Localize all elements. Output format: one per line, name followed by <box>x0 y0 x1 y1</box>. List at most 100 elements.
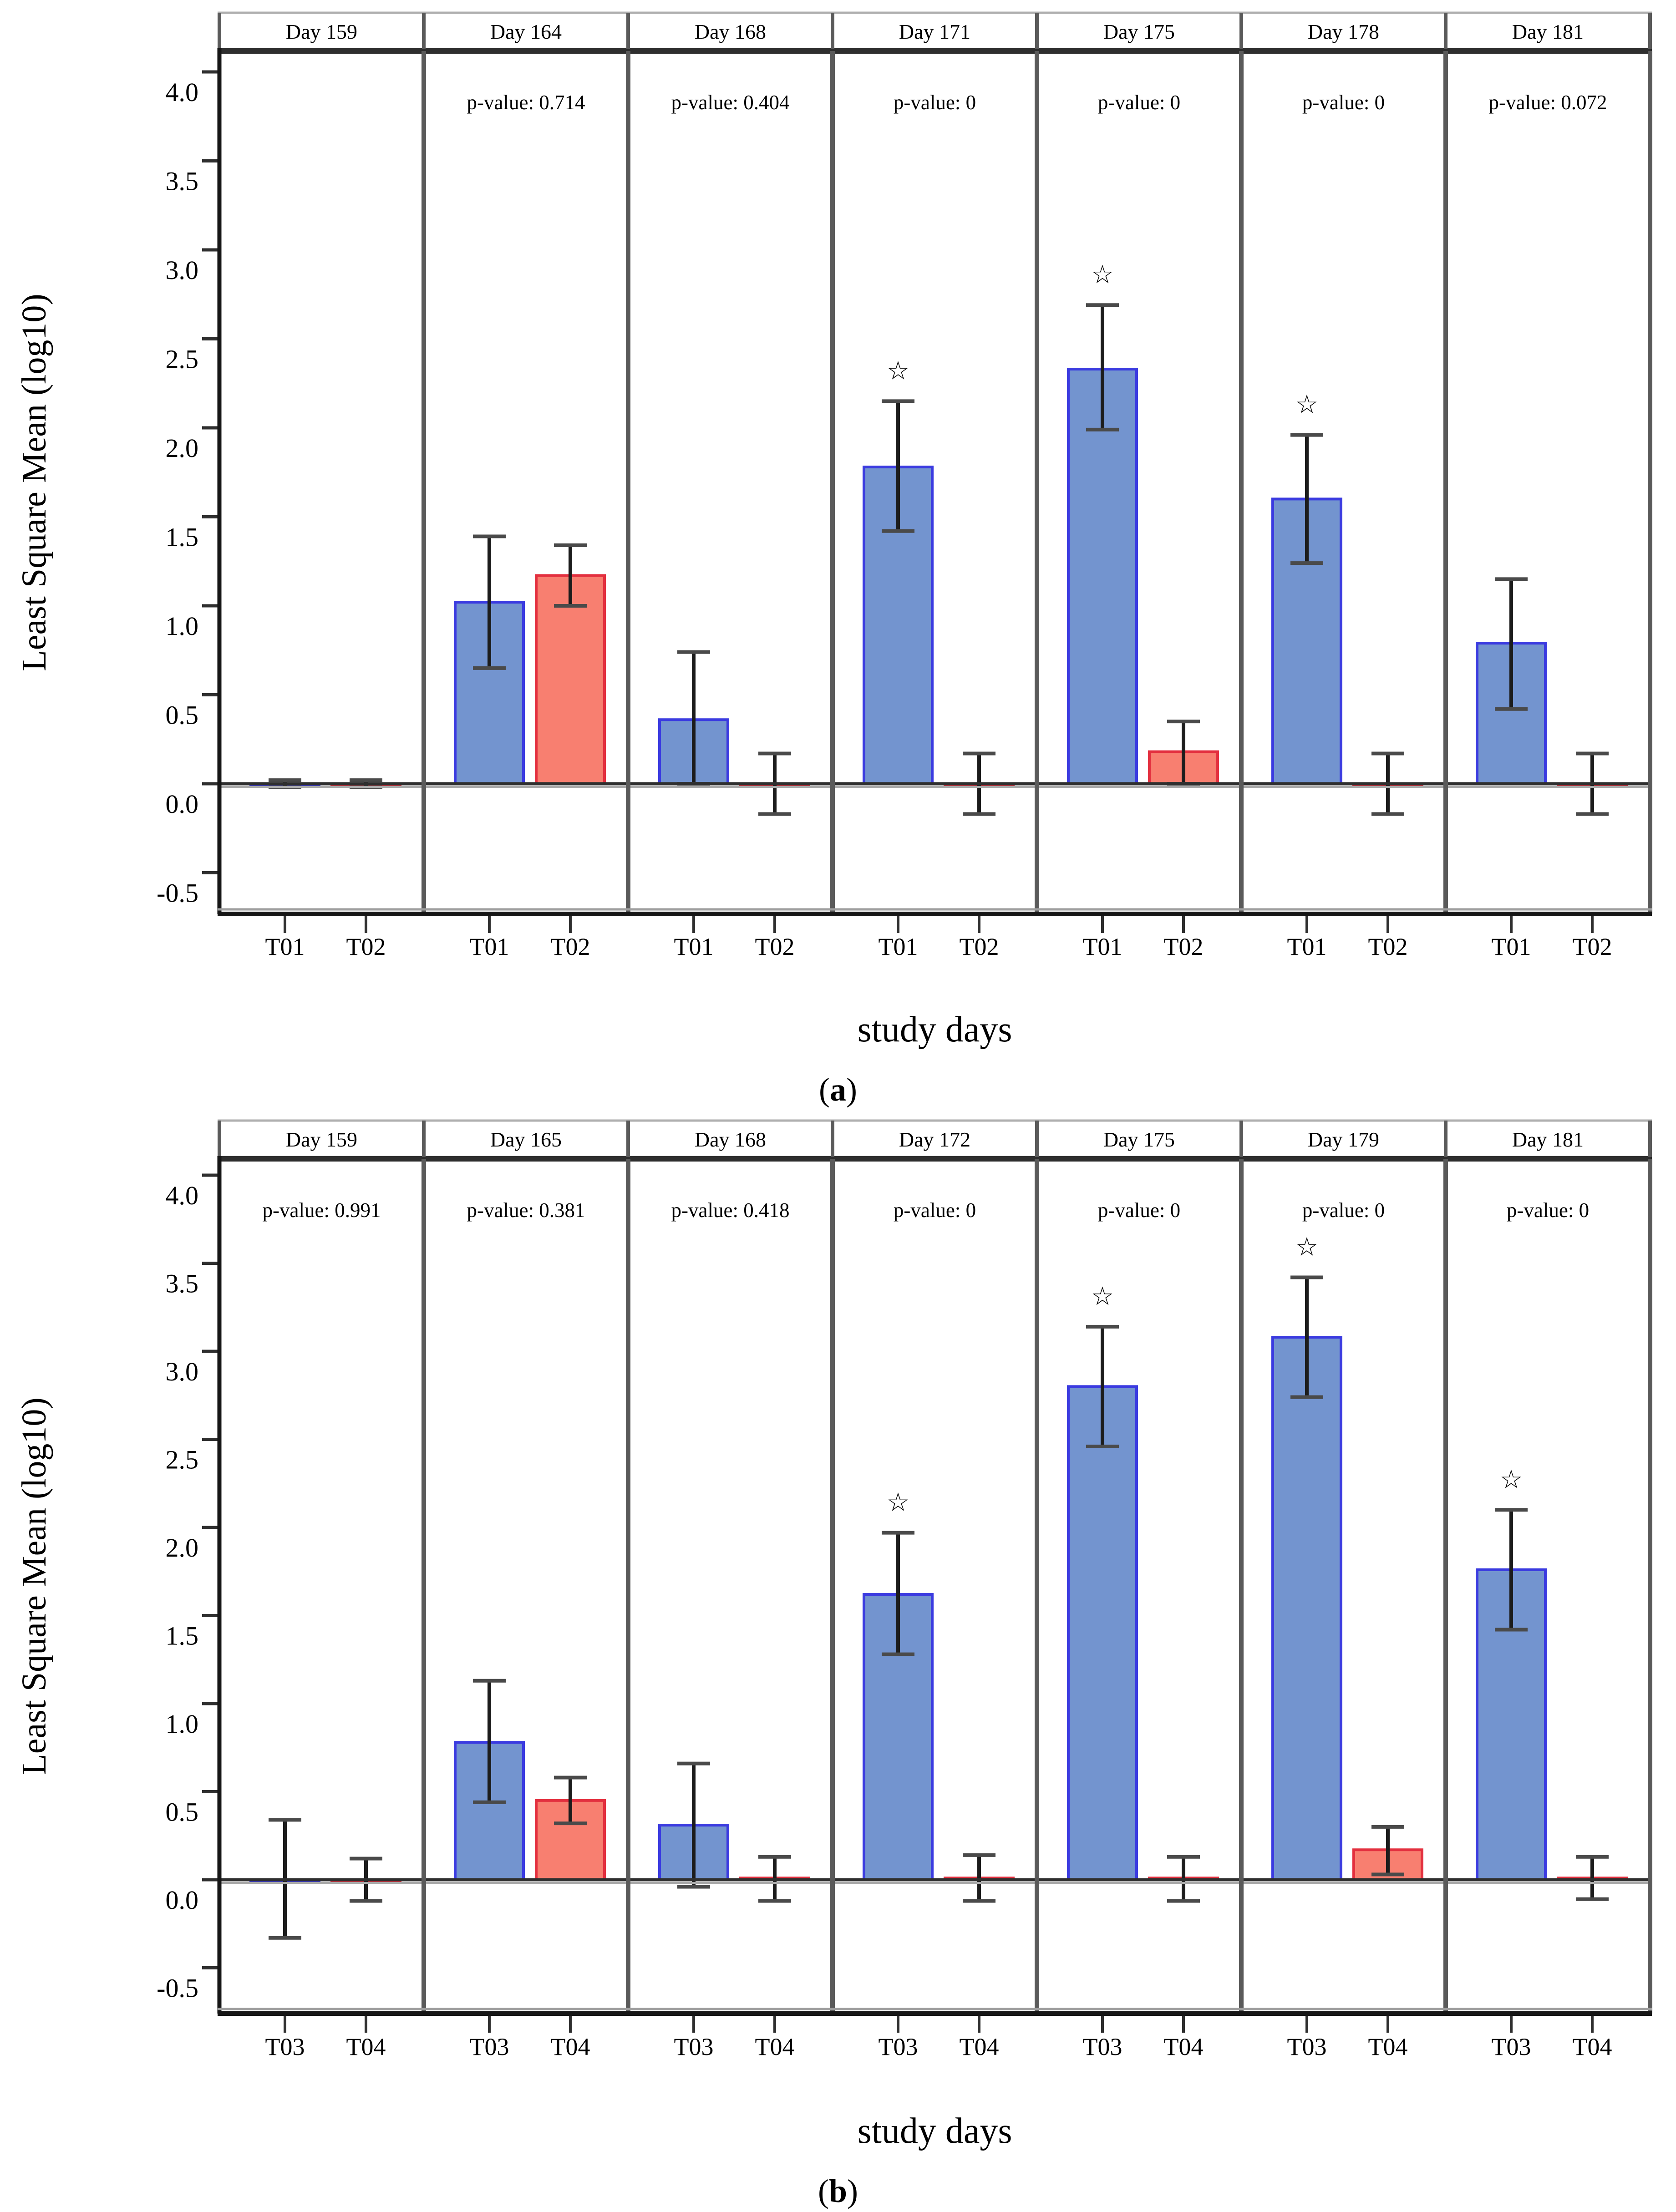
x-group-label: T03 <box>1492 2033 1531 2060</box>
facet-day-header: Day 159 <box>286 20 357 43</box>
panel-a: -0.5 0.0 0.5 1.0 1.5 2.0 2.5 3.0 3.5 4.0 Day 159 T0… <box>15 11 1652 1108</box>
x-group-label: T02 <box>551 933 590 960</box>
y-tick-label: 1.5 <box>166 1621 199 1651</box>
x-group-label: T02 <box>1573 933 1612 960</box>
p-value-label: p-value: 0.991 <box>263 1199 381 1222</box>
y-axis-title: Least Square Mean (log10) <box>15 1397 53 1775</box>
y-tick-label: 3.0 <box>166 1357 199 1386</box>
facet-day-header: Day 175 <box>1103 20 1175 43</box>
y-tick-label: 3.5 <box>166 1269 199 1299</box>
x-group-label: T04 <box>755 2033 795 2060</box>
x-group-label: T02 <box>960 933 999 960</box>
y-tick-label: 1.0 <box>166 611 199 641</box>
facet-day-175: Day 175 p-value: 0 ☆ T01 T02 <box>1037 20 1241 960</box>
x-group-label: T03 <box>674 2033 714 2060</box>
y-tick-label: 1.0 <box>166 1709 199 1739</box>
y-tick-label: 0.5 <box>166 1797 199 1827</box>
facet-day-header: Day 181 <box>1512 1128 1584 1151</box>
x-axis-title: study days <box>858 2111 1012 2151</box>
y-tick-label: -0.5 <box>157 1974 198 2003</box>
facet-day-header: Day 168 <box>695 1128 766 1151</box>
x-group-label: T02 <box>1368 933 1408 960</box>
facet-day-header: Day 175 <box>1103 1128 1175 1151</box>
significance-star-icon: ☆ <box>1500 1466 1523 1494</box>
x-group-label: T04 <box>1368 2033 1408 2060</box>
significance-star-icon: ☆ <box>1091 1283 1114 1311</box>
facet-day-175: Day 175 p-value: 0 ☆ T03 T04 <box>1037 1128 1241 2060</box>
x-group-label: T03 <box>1083 2033 1122 2060</box>
x-group-label: T03 <box>879 2033 918 2060</box>
significance-star-icon: ☆ <box>1295 391 1318 419</box>
p-value-label: p-value: 0.418 <box>671 1199 790 1222</box>
y-axis-title: Least Square Mean (log10) <box>15 294 53 671</box>
y-tick-label: 2.0 <box>166 1533 199 1563</box>
p-value-label: p-value: 0.714 <box>467 91 585 114</box>
x-group-label: T01 <box>1287 933 1327 960</box>
facet-day-159: Day 159 p-value: 0.991 T03 T04 <box>219 1128 424 2060</box>
facet-day-181: Day 181 p-value: 0.072 T01 T02 <box>1446 20 1650 960</box>
facet-day-159: Day 159 T01 T02 <box>219 20 424 960</box>
significance-star-icon: ☆ <box>1091 261 1114 289</box>
facet-day-179: Day 179 p-value: 0 ☆ T03 T04 <box>1241 1128 1446 2060</box>
facet-day-181: Day 181 p-value: 0 ☆ T03 T04 <box>1446 1128 1650 2060</box>
significance-star-icon: ☆ <box>1295 1233 1318 1261</box>
x-group-label: T02 <box>755 933 795 960</box>
y-tick-label: 0.0 <box>166 1885 199 1915</box>
x-group-label: T04 <box>346 2033 386 2060</box>
facet-day-header: Day 172 <box>899 1128 970 1151</box>
facet-day-header: Day 165 <box>490 1128 562 1151</box>
facet-day-164: Day 164 p-value: 0.714 T01 T02 <box>424 20 628 960</box>
p-value-label: p-value: 0 <box>894 1199 976 1222</box>
facet-day-header: Day 171 <box>899 20 970 43</box>
facet-day-165: Day 165 p-value: 0.381 T03 T04 <box>424 1128 628 2060</box>
x-axis-title: study days <box>858 1010 1012 1050</box>
y-tick-label: 1.5 <box>166 523 199 552</box>
facet-day-header: Day 164 <box>490 20 562 43</box>
panel-b: -0.5 0.0 0.5 1.0 1.5 2.0 2.5 3.0 3.5 4.0 Day 159 p-… <box>15 1119 1652 2209</box>
x-group-label: T01 <box>470 933 509 960</box>
x-group-label: T04 <box>1573 2033 1612 2060</box>
facet-day-168: Day 168 p-value: 0.404 T01 T02 <box>628 20 833 960</box>
y-tick-label: 3.0 <box>166 255 199 285</box>
facet-day-header: Day 159 <box>286 1128 357 1151</box>
y-axis: -0.5 0.0 0.5 1.0 1.5 2.0 2.5 3.0 3.5 4.0 <box>157 1173 219 2003</box>
p-value-label: p-value: 0 <box>1098 1199 1180 1222</box>
p-value-label: p-value: 0.381 <box>467 1199 585 1222</box>
p-value-label: p-value: 0 <box>894 91 976 114</box>
panel-caption: (b) <box>818 2173 858 2209</box>
x-group-label: T03 <box>265 2033 305 2060</box>
facet-day-header: Day 178 <box>1308 20 1379 43</box>
p-value-label: p-value: 0.404 <box>671 91 790 114</box>
panel-caption: (a) <box>819 1071 857 1108</box>
facet-day-178: Day 178 p-value: 0 ☆ T01 T02 <box>1241 20 1446 960</box>
significance-star-icon: ☆ <box>887 1489 909 1517</box>
facet-day-172: Day 172 p-value: 0 ☆ T03 T04 <box>833 1128 1037 2060</box>
p-value-label: p-value: 0 <box>1302 91 1385 114</box>
p-value-label: p-value: 0.072 <box>1489 91 1607 114</box>
x-group-label: T02 <box>1164 933 1204 960</box>
x-group-label: T01 <box>1083 933 1122 960</box>
bar-T03 <box>1271 1336 1342 1881</box>
x-group-label: T03 <box>470 2033 509 2060</box>
facet-day-header: Day 181 <box>1512 20 1584 43</box>
p-value-label: p-value: 0 <box>1507 1199 1589 1222</box>
p-value-label: p-value: 0 <box>1098 91 1180 114</box>
p-value-label: p-value: 0 <box>1302 1199 1385 1222</box>
y-tick-label: 3.5 <box>166 167 199 196</box>
x-group-label: T01 <box>674 933 714 960</box>
x-group-label: T04 <box>1164 2033 1204 2060</box>
x-group-label: T04 <box>960 2033 999 2060</box>
y-axis: -0.5 0.0 0.5 1.0 1.5 2.0 2.5 3.0 3.5 4.0 <box>157 70 219 908</box>
x-group-label: T01 <box>879 933 918 960</box>
y-tick-label: 4.0 <box>166 77 199 107</box>
y-tick-label: 0.5 <box>166 700 199 730</box>
facet-day-168: Day 168 p-value: 0.418 T03 T04 <box>628 1128 833 2060</box>
facet-day-header: Day 168 <box>695 20 766 43</box>
x-group-label: T04 <box>551 2033 590 2060</box>
facet-day-header: Day 179 <box>1308 1128 1379 1151</box>
y-tick-label: 4.0 <box>166 1181 199 1210</box>
facet-day-171: Day 171 p-value: 0 ☆ T01 T02 <box>833 20 1037 960</box>
y-tick-label: 2.0 <box>166 433 199 463</box>
